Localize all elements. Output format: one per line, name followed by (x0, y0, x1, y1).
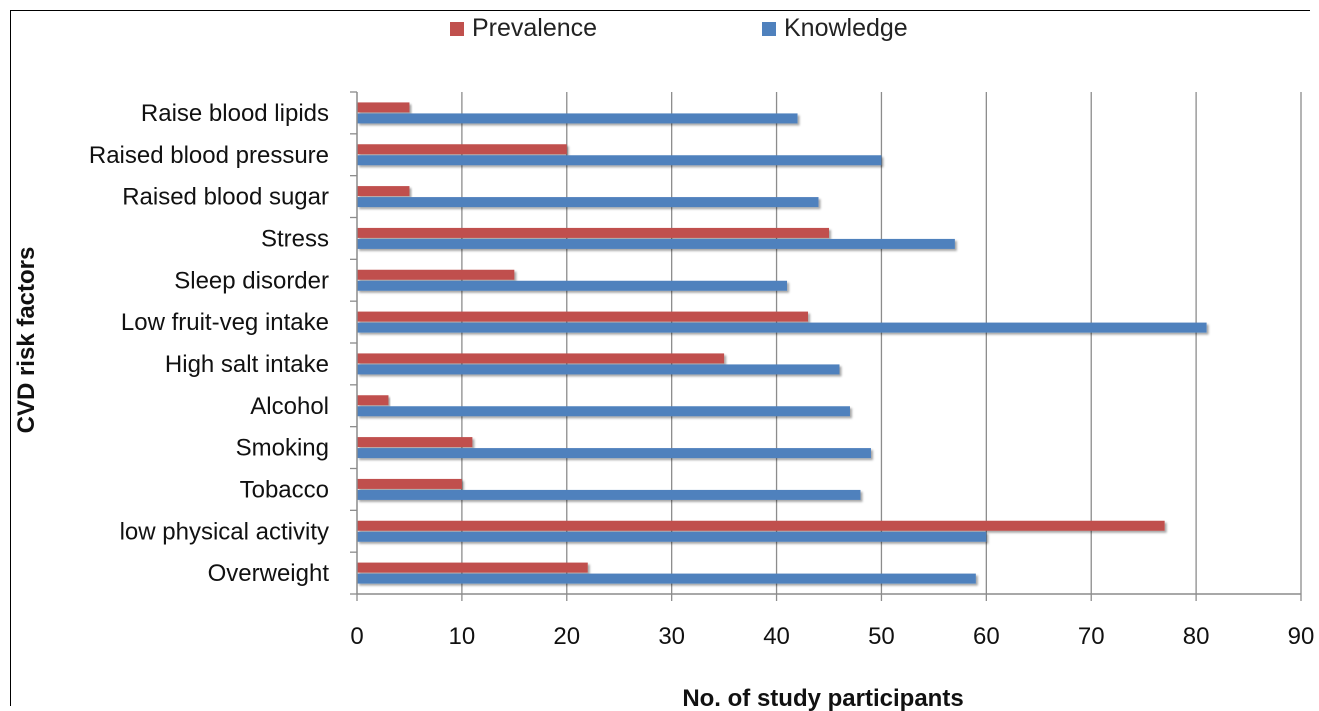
y-tick-label: Tobacco (240, 476, 329, 503)
legend-item-knowledge: Knowledge (762, 14, 908, 43)
x-tick-label-10: 10 (449, 623, 476, 650)
bar-prevalence-1 (357, 144, 567, 155)
x-tick-label-80: 80 (1183, 623, 1210, 650)
bar-knowledge-8 (357, 448, 871, 459)
x-tick-label-50: 50 (868, 623, 895, 650)
y-tick-label: High salt intake (165, 351, 329, 378)
bar-knowledge-1 (357, 155, 882, 166)
x-tick-label-20: 20 (553, 623, 580, 650)
legend-item-prevalence: Prevalence (450, 14, 597, 43)
y-tick-label: Stress (261, 225, 329, 252)
bar-prevalence-9 (357, 478, 462, 489)
y-tick-label: Alcohol (250, 393, 329, 420)
legend-label-prevalence: Prevalence (472, 14, 598, 42)
bar-prevalence-5 (357, 311, 809, 322)
bar-prevalence-2 (357, 186, 410, 197)
legend-swatch-prevalence (450, 21, 464, 36)
bars (357, 102, 1207, 584)
y-tick-label: Overweight (208, 560, 330, 587)
bar-knowledge-10 (357, 531, 987, 542)
y-tick-label: Raised blood pressure (89, 142, 329, 169)
y-tick-label: Low fruit-veg intake (121, 309, 329, 336)
bar-knowledge-4 (357, 280, 788, 291)
legend-label-knowledge: Knowledge (784, 14, 908, 42)
grid-lines (461, 92, 1302, 594)
bar-knowledge-0 (357, 113, 798, 124)
x-tick-label-40: 40 (763, 623, 790, 650)
bar-knowledge-7 (357, 406, 850, 417)
bar-knowledge-11 (357, 573, 976, 584)
y-axis-title: CVD risk factors (13, 247, 40, 434)
x-tick-label-60: 60 (973, 623, 1000, 650)
bar-prevalence-3 (357, 227, 829, 238)
y-tick-label: Raised blood sugar (122, 184, 329, 211)
y-tick-label: Raise blood lipids (141, 100, 329, 127)
bar-prevalence-8 (357, 437, 473, 448)
bar-knowledge-2 (357, 197, 819, 208)
bar-knowledge-9 (357, 489, 861, 500)
x-axis-title: No. of study participants (682, 685, 963, 711)
bar-knowledge-3 (357, 238, 955, 249)
bar-prevalence-0 (357, 102, 410, 113)
x-tick-label-30: 30 (658, 623, 685, 650)
axes: 0 10 20 30 40 50 60 70 80 90 Raise blood lipids Rai… (89, 91, 1315, 650)
x-tick-label-70: 70 (1078, 623, 1105, 650)
bar-prevalence-10 (357, 520, 1165, 531)
x-tick-label-0: 0 (350, 623, 363, 650)
bar-knowledge-5 (357, 322, 1207, 333)
y-tick-label: low physical activity (120, 518, 329, 545)
legend: Prevalence Knowledge (0, 14, 1319, 44)
y-tick-label: Sleep disorder (174, 267, 329, 294)
bar-prevalence-4 (357, 269, 515, 280)
bar-prevalence-11 (357, 562, 588, 573)
bar-prevalence-7 (357, 395, 389, 406)
bar-knowledge-6 (357, 364, 840, 375)
x-tick-label-90: 90 (1288, 623, 1315, 650)
chart-frame (10, 10, 1310, 706)
legend-swatch-knowledge (762, 21, 776, 36)
bar-prevalence-6 (357, 353, 725, 364)
y-tick-label: Smoking (236, 435, 329, 462)
